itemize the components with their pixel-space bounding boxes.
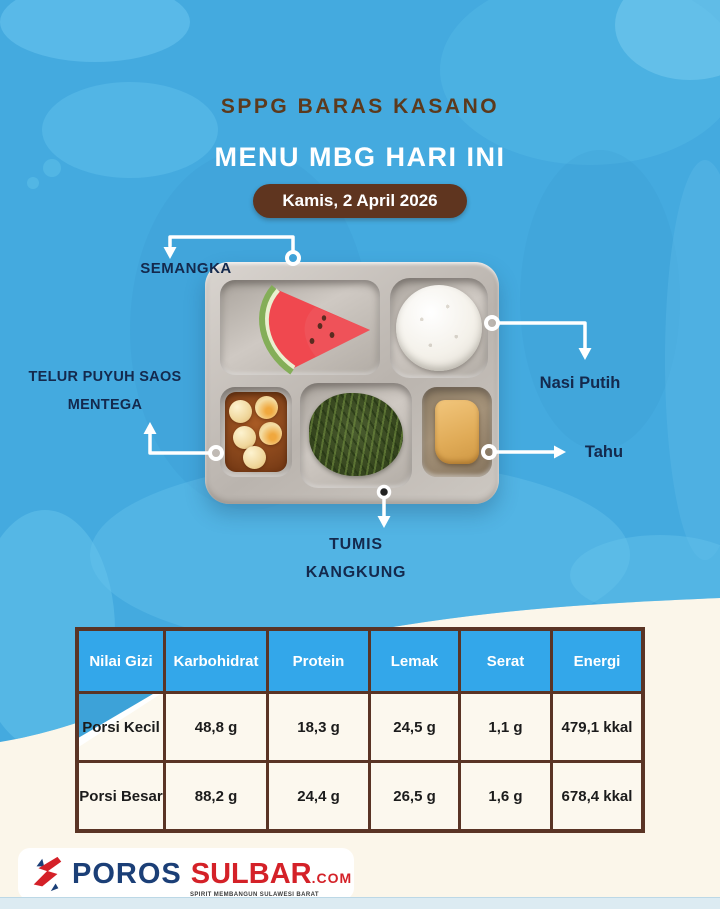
table-header-cell: Lemak (371, 631, 458, 691)
quail-egg-graphic (255, 396, 278, 419)
label-nasi-putih: Nasi Putih (539, 374, 621, 392)
label-tahu: Tahu (584, 443, 624, 461)
table-header-cell: Protein (269, 631, 368, 691)
quail-egg-graphic (243, 446, 266, 469)
tofu-graphic (435, 400, 479, 464)
table-cell: 1,6 g (461, 763, 550, 829)
label-telur-puyuh: TELUR PUYUH SAOS MENTEGA (15, 369, 195, 413)
table-cell: 24,5 g (371, 694, 458, 760)
label-telur-line2: MENTEGA (67, 397, 143, 413)
rice-graphic (396, 285, 482, 371)
table-cell: 26,5 g (371, 763, 458, 829)
brand-sulbar: SULBAR (190, 857, 312, 890)
watermelon-graphic (259, 285, 370, 375)
compartment-quail-eggs (220, 387, 292, 477)
label-tumis-line1: TUMIS (329, 536, 383, 553)
compartment-kangkung (300, 383, 412, 488)
label-tumis-kangkung: TUMIS KANGKUNG (295, 536, 417, 582)
table-header-cell: Serat (461, 631, 550, 691)
org-title: SPPG BARAS KASANO (220, 95, 500, 118)
brand-poros: POROS (72, 857, 182, 890)
quail-egg-graphic (259, 422, 282, 445)
quail-egg-graphic (233, 426, 256, 449)
kangkung-graphic (309, 393, 403, 476)
table-row-label: Porsi Kecil (79, 694, 163, 760)
page-title: MENU MBG HARI INI (214, 142, 506, 172)
date-badge: Kamis, 2 April 2026 (253, 184, 467, 218)
table-cell: 88,2 g (166, 763, 266, 829)
quail-egg-graphic (229, 400, 252, 423)
table-cell: 1,1 g (461, 694, 550, 760)
compartment-watermelon (220, 280, 380, 375)
label-tumis-line2: KANGKUNG (305, 564, 407, 581)
table-cell: 24,4 g (269, 763, 368, 829)
label-telur-line1: TELUR PUYUH SAOS (28, 369, 182, 385)
label-semangka: SEMANGKA (140, 260, 232, 277)
compartment-rice (390, 278, 488, 378)
brand-com: .COM (311, 869, 353, 886)
brand-text: POROS SULBAR .COM SPIRIT MEMBANGUN SULAW… (72, 857, 353, 898)
table-row-label: Porsi Besar (79, 763, 163, 829)
table-header-cell: Energi (553, 631, 641, 691)
table-cell: 18,3 g (269, 694, 368, 760)
table-cell: 479,1 kkal (553, 694, 641, 760)
brand-tagline: SPIRIT MEMBANGUN SULAWESI BARAT (190, 891, 319, 898)
poros-sulbar-logo: POROS SULBAR .COM SPIRIT MEMBANGUN SULAW… (18, 848, 354, 900)
compartment-tofu (422, 387, 492, 477)
bottom-strip (0, 897, 720, 909)
nutrition-table: Nilai Gizi Karbohidrat Protein Lemak Ser… (75, 627, 645, 833)
table-header-cell: Karbohidrat (166, 631, 266, 691)
table-header-cell: Nilai Gizi (79, 631, 163, 691)
table-cell: 48,8 g (166, 694, 266, 760)
butter-sauce-graphic (225, 392, 287, 472)
table-cell: 678,4 kkal (553, 763, 641, 829)
meal-tray (205, 262, 499, 504)
poros-sulbar-logo-icon (33, 856, 62, 892)
